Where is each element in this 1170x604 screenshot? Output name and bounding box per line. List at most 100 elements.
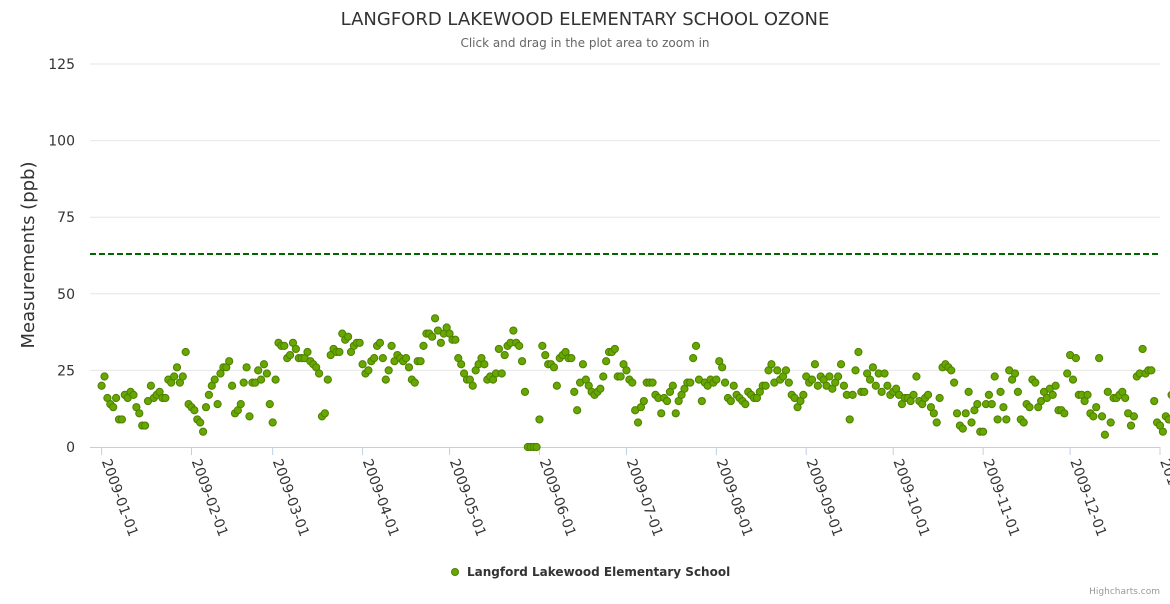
data-point[interactable] — [291, 344, 300, 354]
legend-marker[interactable] — [451, 568, 459, 576]
data-point[interactable] — [161, 393, 170, 403]
data-point[interactable] — [320, 409, 329, 418]
data-point[interactable] — [860, 387, 869, 396]
data-point[interactable] — [430, 314, 440, 323]
data-point[interactable] — [979, 427, 988, 436]
data-point[interactable] — [1083, 390, 1092, 400]
data-point[interactable] — [1129, 412, 1139, 421]
data-point[interactable] — [1002, 415, 1011, 424]
data-point[interactable] — [1063, 369, 1072, 378]
data-point[interactable] — [877, 387, 886, 396]
data-point[interactable] — [1150, 396, 1159, 406]
credits-link[interactable]: Highcharts.com — [1089, 587, 1160, 597]
data-point[interactable] — [97, 381, 106, 390]
data-point[interactable] — [135, 409, 144, 418]
data-point[interactable] — [567, 354, 576, 363]
data-point[interactable] — [1095, 354, 1104, 363]
data-point[interactable] — [497, 369, 506, 378]
data-point[interactable] — [181, 347, 190, 357]
data-point[interactable] — [178, 372, 187, 381]
data-point[interactable] — [268, 418, 277, 427]
data-point[interactable] — [401, 354, 411, 363]
data-point[interactable] — [109, 403, 118, 412]
data-point[interactable] — [923, 390, 933, 400]
data-point[interactable] — [570, 387, 579, 396]
data-point[interactable] — [880, 369, 889, 378]
data-point[interactable] — [718, 363, 727, 372]
data-point[interactable] — [712, 375, 721, 384]
data-point[interactable] — [225, 357, 234, 366]
data-point[interactable] — [259, 360, 269, 369]
data-point[interactable] — [1158, 427, 1167, 436]
data-point[interactable] — [1071, 354, 1081, 363]
data-point[interactable] — [538, 341, 547, 350]
data-point[interactable] — [419, 341, 428, 350]
data-point[interactable] — [996, 387, 1005, 396]
data-point[interactable] — [201, 403, 211, 412]
data-point[interactable] — [1031, 378, 1040, 387]
data-point[interactable] — [633, 418, 643, 427]
data-point[interactable] — [668, 381, 677, 390]
data-point[interactable] — [198, 427, 208, 436]
data-point[interactable] — [355, 338, 364, 347]
data-point[interactable] — [468, 381, 477, 390]
data-point[interactable] — [1051, 381, 1060, 390]
data-point[interactable] — [839, 381, 849, 390]
data-point[interactable] — [285, 350, 295, 360]
data-point[interactable] — [213, 400, 222, 409]
data-point[interactable] — [648, 378, 657, 387]
data-point[interactable] — [865, 375, 875, 384]
data-point[interactable] — [912, 372, 921, 381]
data-point[interactable] — [657, 409, 666, 418]
data-point[interactable] — [1019, 418, 1028, 427]
legend-label[interactable]: Langford Lakewood Elementary School — [467, 565, 730, 579]
data-point[interactable] — [280, 341, 289, 350]
data-point[interactable] — [813, 381, 822, 390]
data-point[interactable] — [781, 366, 791, 375]
data-point[interactable] — [236, 400, 245, 409]
data-point[interactable] — [1106, 418, 1115, 427]
data-point[interactable] — [909, 390, 918, 400]
data-point[interactable] — [335, 347, 344, 357]
data-point[interactable] — [549, 363, 559, 372]
data-point[interactable] — [428, 332, 437, 341]
data-point[interactable] — [1010, 369, 1020, 378]
data-point[interactable] — [610, 344, 619, 354]
data-point[interactable] — [190, 406, 199, 415]
data-point[interactable] — [697, 396, 706, 406]
data-point[interactable] — [210, 375, 219, 384]
data-point[interactable] — [111, 393, 121, 403]
data-point[interactable] — [952, 409, 962, 418]
data-point[interactable] — [129, 390, 138, 400]
data-point[interactable] — [883, 381, 892, 390]
data-point[interactable] — [384, 366, 393, 375]
data-point[interactable] — [117, 415, 126, 424]
data-point[interactable] — [509, 326, 518, 335]
data-point[interactable] — [639, 396, 648, 406]
data-point[interactable] — [227, 381, 237, 390]
data-point[interactable] — [364, 366, 373, 375]
data-point[interactable] — [767, 360, 776, 369]
data-point[interactable] — [552, 381, 561, 390]
data-point[interactable] — [761, 381, 770, 390]
data-point[interactable] — [457, 360, 466, 369]
data-point[interactable] — [370, 354, 379, 363]
data-point[interactable] — [854, 347, 863, 357]
data-point[interactable] — [947, 366, 956, 375]
data-point[interactable] — [140, 421, 150, 430]
data-point[interactable] — [256, 375, 266, 384]
data-point[interactable] — [451, 335, 460, 344]
data-point[interactable] — [851, 366, 860, 375]
data-point[interactable] — [535, 415, 544, 424]
data-point[interactable] — [378, 354, 387, 363]
data-point[interactable] — [303, 347, 312, 357]
data-point[interactable] — [515, 341, 524, 350]
data-point[interactable] — [314, 369, 324, 378]
data-point[interactable] — [984, 390, 994, 400]
data-point[interactable] — [616, 372, 625, 381]
data-point[interactable] — [964, 387, 973, 396]
data-point[interactable] — [720, 378, 730, 387]
data-point[interactable] — [741, 400, 750, 409]
data-point[interactable] — [381, 375, 390, 384]
